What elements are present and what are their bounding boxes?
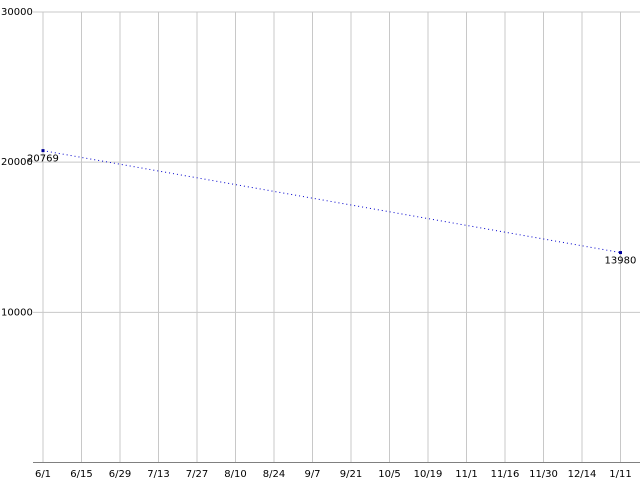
x-axis-tick-label: 12/14 <box>568 469 597 480</box>
x-axis-tick-label: 7/13 <box>147 469 169 480</box>
x-axis-tick-label: 8/10 <box>224 469 246 480</box>
x-axis-tick-label: 1/11 <box>609 469 631 480</box>
x-axis-tick-label: 6/15 <box>70 469 92 480</box>
x-axis-tick-label: 8/24 <box>263 469 285 480</box>
data-point-value-label: 13980 <box>605 256 637 267</box>
x-axis-tick-label: 10/19 <box>414 469 443 480</box>
y-axis-tick-label: 20000 <box>1 157 33 168</box>
x-axis-tick-label: 11/30 <box>529 469 558 480</box>
x-axis-tick-label: 6/1 <box>35 469 51 480</box>
x-axis-tick-label: 11/16 <box>491 469 520 480</box>
x-axis-tick-label: 6/29 <box>109 469 131 480</box>
data-point-marker <box>619 251 622 255</box>
data-point-marker <box>41 149 45 153</box>
x-axis-tick-label: 11/1 <box>455 469 477 480</box>
y-axis-tick-label: 30000 <box>1 7 33 18</box>
x-axis-tick-label: 9/21 <box>340 469 362 480</box>
x-axis-tick-label: 9/7 <box>304 469 320 480</box>
data-point-value-label: 20769 <box>27 154 59 165</box>
y-axis-tick-label: 10000 <box>1 307 33 318</box>
x-axis-tick-label: 10/5 <box>378 469 400 480</box>
series-dotted-line <box>42 150 621 254</box>
x-axis-tick-label: 7/27 <box>186 469 208 480</box>
